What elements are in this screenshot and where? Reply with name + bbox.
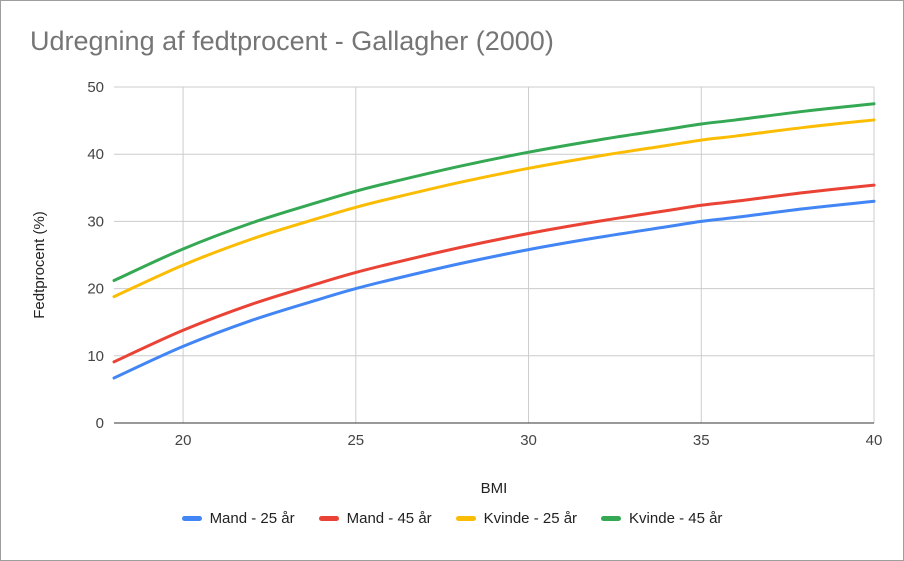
series-line-mand-25-r xyxy=(112,199,876,380)
x-axis-title: BMI xyxy=(481,480,508,497)
legend: Mand - 25 år Mand - 45 år Kvinde - 25 år Kv… xyxy=(0,510,904,527)
y-axis-title: Fedtprocent (%) xyxy=(31,211,48,319)
series-layer xyxy=(112,102,876,380)
x-tick-label: 40 xyxy=(866,432,883,449)
y-tick-label: 50 xyxy=(87,79,104,96)
y-tick-label: 40 xyxy=(87,146,104,163)
chart-title: Udregning af fedtprocent - Gallagher (20… xyxy=(30,26,554,56)
x-tick-label: 35 xyxy=(693,432,710,449)
x-tick-label: 25 xyxy=(347,432,364,449)
y-tick-label: 30 xyxy=(87,213,104,230)
y-tick-label: 0 xyxy=(96,415,104,432)
grid-layer xyxy=(114,86,875,423)
y-tick-label: 10 xyxy=(87,348,104,365)
series-line-kvinde-45-r xyxy=(112,102,876,283)
tick-labels: 0 10 20 30 40 50 20 25 30 35 40 xyxy=(87,79,882,449)
x-tick-label: 20 xyxy=(175,432,192,449)
legend-label: Mand - 45 år xyxy=(346,510,432,527)
legend-item[interactable]: Mand - 25 år xyxy=(181,510,295,527)
legend-label: Mand - 25 år xyxy=(209,510,295,527)
x-tick-label: 30 xyxy=(520,432,537,449)
legend-label: Kvinde - 25 år xyxy=(483,510,578,527)
legend-swatch xyxy=(318,516,339,521)
series-line-kvinde-25-r xyxy=(112,118,876,299)
legend-item[interactable]: Mand - 45 år xyxy=(318,510,432,527)
series-line-mand-45-r xyxy=(112,183,876,364)
legend-label: Kvinde - 45 år xyxy=(629,510,723,527)
legend-item[interactable]: Kvinde - 45 år xyxy=(601,510,722,527)
legend-swatch xyxy=(455,516,476,521)
legend-swatch xyxy=(181,516,202,521)
legend-item[interactable]: Kvinde - 25 år xyxy=(455,510,578,527)
legend-swatch xyxy=(601,516,622,521)
y-tick-label: 20 xyxy=(87,281,104,298)
